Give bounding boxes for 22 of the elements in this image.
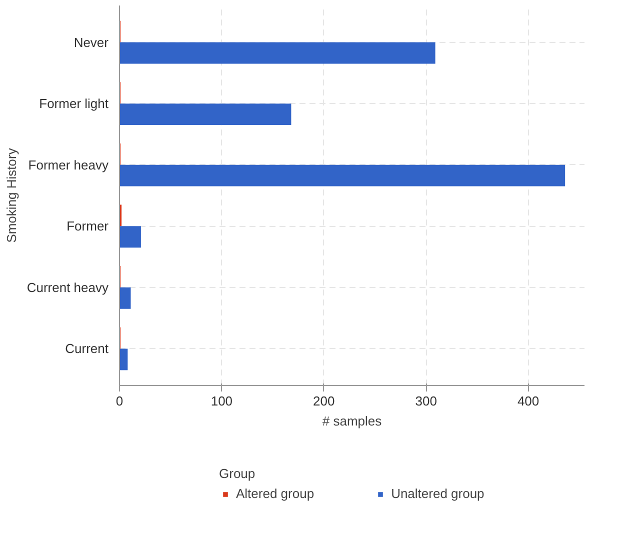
- bar: [120, 104, 292, 126]
- bar: [120, 226, 141, 248]
- y-tick-label: Former: [66, 218, 110, 234]
- bar: [120, 348, 128, 370]
- x-tick-label: 400: [517, 394, 540, 408]
- y-tick-label: Current heavy: [26, 280, 109, 295]
- bar: [120, 287, 131, 309]
- y-tick-label: Current: [65, 341, 109, 356]
- x-tick-label: 0: [116, 394, 124, 408]
- x-tick-label: 300: [415, 394, 437, 408]
- y-tick-label: Former light: [39, 96, 109, 112]
- legend-label: Altered group: [236, 486, 314, 501]
- y-tick-label: Former heavy: [28, 157, 109, 172]
- x-tick-label: 200: [313, 394, 335, 408]
- legend-label: Unaltered group: [391, 486, 484, 501]
- bar: [120, 42, 436, 64]
- bar: [120, 164, 566, 186]
- y-axis-title: Smoking History: [4, 148, 19, 243]
- x-axis-title: # samples: [322, 414, 382, 428]
- x-tick-label: 100: [210, 394, 233, 408]
- y-tick-label: Never: [74, 34, 110, 50]
- legend-title: Group: [219, 466, 256, 481]
